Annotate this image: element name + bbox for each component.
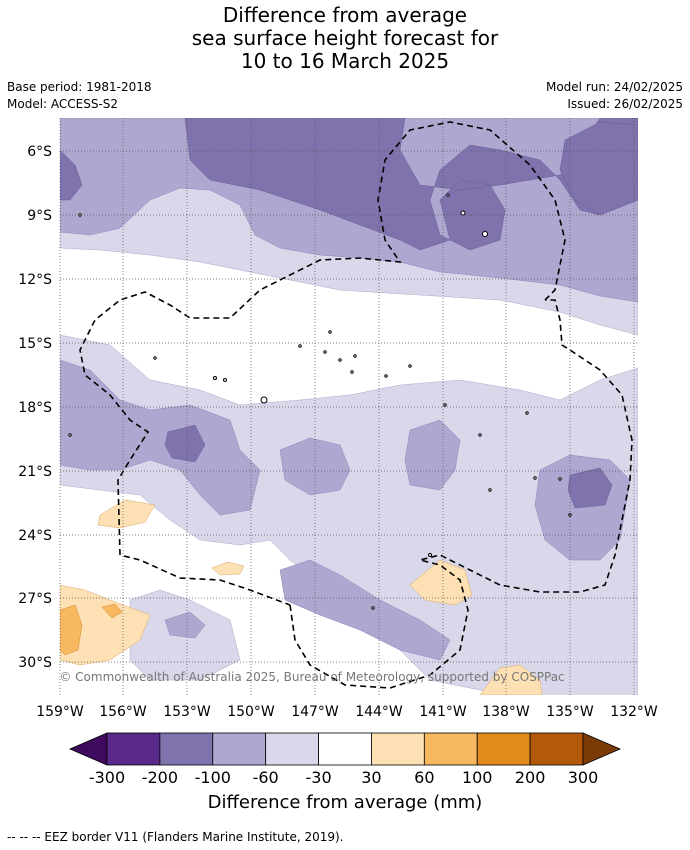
latitude-labels: 6°S 9°S 12°S 15°S 18°S 21°S 24°S 27°S 30… — [18, 144, 52, 671]
anomaly-band-pos-60-100-b — [101, 603, 123, 619]
lon-label: 156°W — [99, 704, 147, 720]
anomaly-band-pos-30-60-a — [97, 499, 156, 529]
anomaly-band-60-100-south — [279, 559, 451, 661]
anomaly-band-60-100-west — [60, 359, 261, 516]
lon-label: 135°W — [546, 704, 594, 720]
colorbar-swatch — [212, 732, 267, 766]
colorbar-tick: -100 — [195, 768, 231, 787]
colorbar-tick: -300 — [89, 768, 125, 787]
colorbar-swatch — [529, 732, 584, 766]
title-line-2: sea surface height forecast for — [191, 26, 499, 50]
colorbar-title: Difference from average (mm) — [207, 792, 483, 813]
base-period: Base period: 1981-2018 — [7, 80, 152, 94]
lon-label: 144°W — [355, 704, 403, 720]
lat-label: 21°S — [18, 464, 52, 480]
lat-label: 9°S — [27, 208, 52, 224]
lat-label: 12°S — [18, 272, 52, 288]
lat-label: 18°S — [18, 400, 52, 416]
lat-label: 24°S — [18, 528, 52, 544]
model-run: Model run: 24/02/2025 — [545, 80, 683, 94]
colorbar-tick: 200 — [515, 768, 546, 787]
colorbar — [68, 732, 622, 766]
colorbar-extend-high — [582, 732, 622, 766]
colorbar-swatch — [265, 732, 319, 766]
eez-legend-footer: -- -- -- EEZ border V11 (Flanders Marine… — [7, 830, 344, 844]
colorbar-tick: -200 — [142, 768, 178, 787]
anomaly-band-60-100-east — [404, 419, 461, 491]
graticule — [59, 118, 638, 695]
lat-label: 15°S — [18, 336, 52, 352]
anomaly-band-100-200-nw — [60, 149, 83, 201]
colorbar-swatch — [371, 732, 425, 766]
lat-label: 30°S — [18, 655, 52, 671]
colorbar-swatch — [318, 732, 372, 766]
eez-border-south — [289, 299, 633, 689]
longitude-labels: 159°W 156°W 153°W 150°W 147°W 144°W 141°… — [36, 704, 658, 720]
colorbar-extend-low — [68, 732, 108, 766]
lon-label: 159°W — [36, 704, 84, 720]
colorbar-tick: -30 — [305, 768, 331, 787]
model-name: Model: ACCESS-S2 — [7, 97, 119, 111]
colorbar-swatch — [476, 732, 531, 766]
lon-label: 138°W — [482, 704, 530, 720]
lat-label: 27°S — [18, 591, 52, 607]
eez-border-north — [79, 121, 566, 606]
anomaly-band-60-100-sw — [164, 611, 206, 639]
anomaly-band-pos-30-60-b — [211, 561, 245, 576]
lon-label: 153°W — [163, 704, 211, 720]
anomaly-field — [60, 118, 638, 695]
colorbar-swatch — [159, 732, 214, 766]
anomaly-band-100-200-ne — [559, 121, 638, 216]
colorbar-tick: 300 — [568, 768, 599, 787]
copyright-notice: © Commonwealth of Australia 2025, Bureau… — [59, 670, 564, 684]
lon-label: 141°W — [419, 704, 467, 720]
colorbar-swatch — [106, 732, 161, 766]
lat-label: 6°S — [27, 144, 52, 160]
title-line-1: Difference from average — [222, 3, 468, 27]
anomaly-band-pos-60-100-a — [60, 604, 83, 656]
colorbar-tick: 30 — [361, 768, 381, 787]
colorbar-tick: -60 — [253, 768, 279, 787]
anomaly-band-100-200-west — [164, 424, 206, 463]
lon-label: 132°W — [610, 704, 658, 720]
anomaly-band-pos-30-60-e — [479, 664, 543, 695]
colorbar-swatch — [423, 732, 478, 766]
colorbar-tick: 60 — [414, 768, 434, 787]
anomaly-band-pos-30-60-c — [409, 559, 473, 606]
lon-label: 150°W — [227, 704, 275, 720]
issued-date: Issued: 26/02/2025 — [567, 97, 683, 111]
anomaly-band-100-200-east — [567, 467, 613, 509]
lon-label: 147°W — [291, 704, 339, 720]
colorbar-tick-labels: -300 -200 -100 -60 -30 30 60 100 200 300 — [89, 768, 598, 787]
title-line-3: 10 to 16 March 2025 — [240, 49, 450, 73]
colorbar-tick: 100 — [462, 768, 493, 787]
